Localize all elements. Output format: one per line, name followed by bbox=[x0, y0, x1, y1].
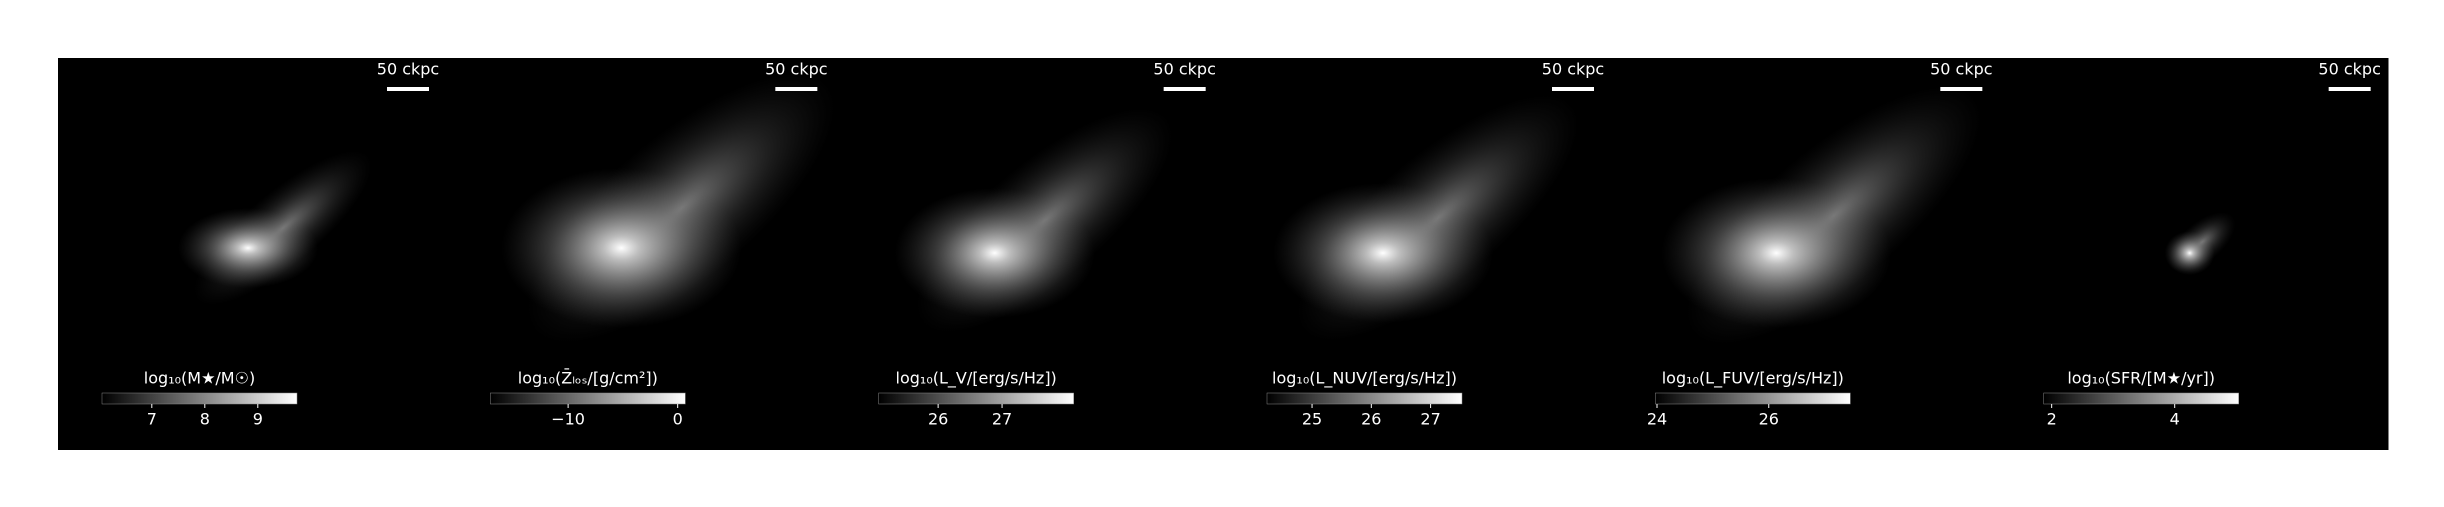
colorbar-tick-label: 26 bbox=[928, 410, 948, 429]
colorbar-label: log₁₀(L_FUV/[erg/s/Hz]) bbox=[1662, 369, 1844, 389]
colorbar-tick-label: 0 bbox=[673, 410, 683, 429]
colorbar-label: log₁₀(SFR/[M★/yr]) bbox=[2067, 369, 2215, 388]
colorbar bbox=[2043, 392, 2239, 405]
scalebar-label: 50 ckpc bbox=[1153, 60, 1215, 79]
scalebar bbox=[1940, 87, 1983, 91]
scalebar bbox=[775, 87, 818, 91]
colorbar-label: log₁₀(L_V/[erg/s/Hz]) bbox=[896, 369, 1057, 389]
colorbar bbox=[490, 392, 686, 405]
colorbar-tick-label: 9 bbox=[253, 410, 263, 429]
colorbar bbox=[1655, 392, 1851, 405]
scalebar bbox=[2328, 87, 2371, 91]
colorbar-tick-label: 26 bbox=[1759, 410, 1779, 429]
colorbar-tick-label: 8 bbox=[200, 410, 210, 429]
colorbar-tick-label: 24 bbox=[1647, 410, 1667, 429]
colorbar-tick-label: 27 bbox=[992, 410, 1012, 429]
scalebar-label: 50 ckpc bbox=[1930, 60, 1992, 79]
scalebar bbox=[1163, 87, 1206, 91]
galaxy bbox=[894, 188, 1095, 318]
scalebar-label: 50 ckpc bbox=[765, 60, 827, 79]
colorbar-tick-label: 2 bbox=[2047, 410, 2057, 429]
colorbar-tick-label: 27 bbox=[1420, 410, 1440, 429]
galaxy bbox=[1661, 178, 1892, 328]
galaxy bbox=[501, 168, 742, 328]
galaxy bbox=[1273, 183, 1493, 323]
colorbar-label: log₁₀(M★/M☉) bbox=[144, 369, 255, 388]
colorbar-label: log₁₀(Z̄ₗₒₛ/[g/cm²]) bbox=[518, 369, 658, 388]
scalebar bbox=[387, 87, 429, 91]
colorbar-tick-label: 7 bbox=[147, 410, 157, 429]
colorbar-tick-label: 25 bbox=[1302, 410, 1322, 429]
colorbar-tick-label: 4 bbox=[2170, 410, 2180, 429]
galaxy bbox=[178, 208, 318, 288]
colorbar-tick-label: 26 bbox=[1361, 410, 1381, 429]
galaxy bbox=[2164, 231, 2215, 275]
colorbar bbox=[878, 392, 1074, 405]
scalebar-label: 50 ckpc bbox=[377, 60, 439, 79]
colorbar-label: log₁₀(L_NUV/[erg/s/Hz]) bbox=[1272, 369, 1457, 389]
scalebar-label: 50 ckpc bbox=[2318, 60, 2380, 79]
colorbar bbox=[101, 392, 298, 405]
colorbar bbox=[1266, 392, 1463, 405]
scalebar bbox=[1552, 87, 1594, 91]
scalebar-label: 50 ckpc bbox=[1542, 60, 1604, 79]
colorbar-tick-label: −10 bbox=[551, 410, 585, 429]
